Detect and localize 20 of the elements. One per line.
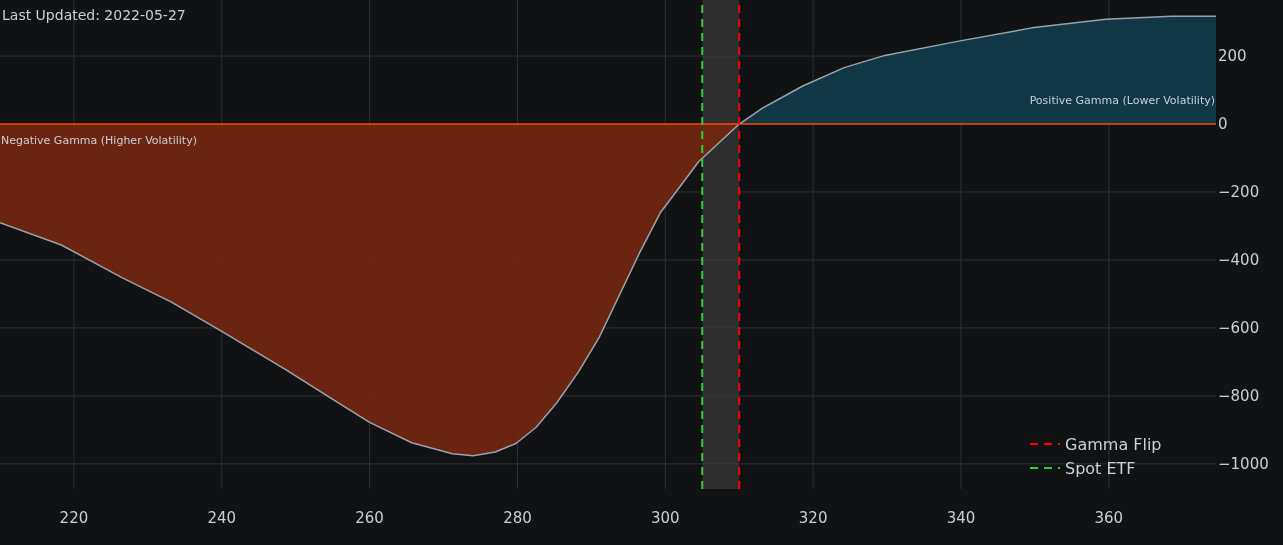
- y-tick-label: 0: [1218, 115, 1228, 134]
- annotation: Positive Gamma (Lower Volatility): [1029, 93, 1215, 107]
- x-tick-label: 260: [355, 509, 384, 527]
- x-tick-label: 300: [650, 509, 680, 527]
- x-tick-label: 340: [946, 509, 976, 527]
- x-tick-label: 240: [207, 509, 237, 527]
- annotation: Last Updated: 2022-05-27: [2, 7, 186, 23]
- x-tick-label: 360: [1094, 509, 1124, 527]
- legend-label: Gamma Flip: [1065, 435, 1162, 454]
- legend-label: Spot ETF: [1065, 459, 1136, 478]
- y-tick-label: −600: [1218, 318, 1260, 337]
- x-tick-label: 320: [798, 509, 828, 527]
- x-tick-label: 220: [59, 509, 89, 527]
- y-tick-label: −400: [1218, 250, 1260, 269]
- y-tick-label: 200: [1218, 47, 1247, 66]
- x-tick-label: 280: [503, 509, 532, 527]
- y-tick-label: −1000: [1218, 454, 1269, 473]
- y-tick-label: −200: [1218, 183, 1260, 201]
- annotation: Negative Gamma (Higher Volatility): [1, 134, 197, 148]
- y-tick-label: −800: [1218, 386, 1260, 405]
